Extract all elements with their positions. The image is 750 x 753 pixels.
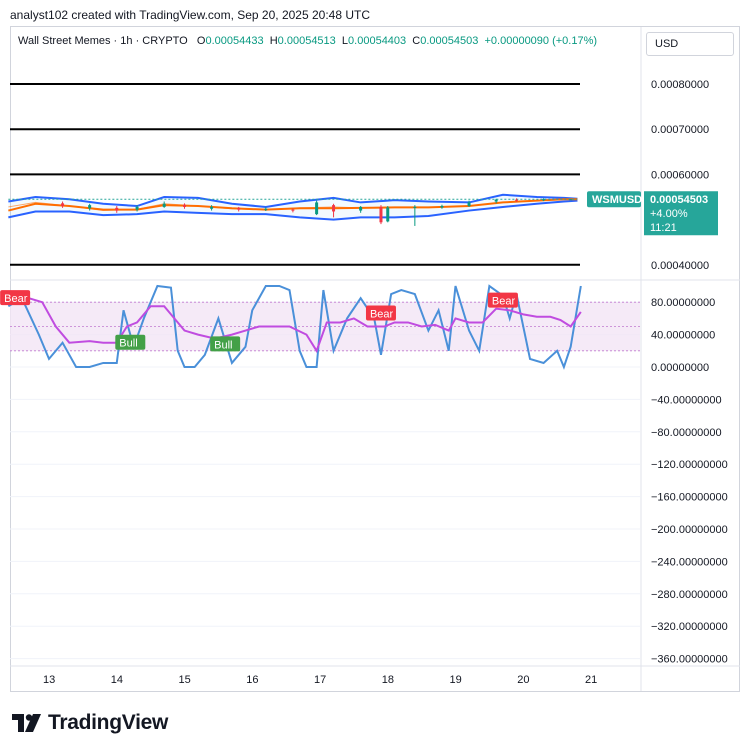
oscillator-axis-tick-label: −320.00000000: [651, 621, 728, 633]
open-value: 0.00054433: [205, 35, 264, 47]
candle-body[interactable]: [315, 202, 319, 215]
brand-logo: TradingView: [12, 711, 168, 735]
tradingview-logo-icon: [12, 714, 41, 732]
bull-signal-label: Bull: [214, 339, 232, 351]
open-label: O: [196, 35, 206, 47]
candle-body[interactable]: [61, 203, 65, 207]
candle-body[interactable]: [237, 207, 241, 210]
time-axis-tick-label: 20: [517, 674, 529, 686]
chart-credit: analyst102 created with TradingView.com,…: [10, 8, 370, 22]
price-axis-tick-label: 0.00070000: [651, 124, 709, 136]
candle-body[interactable]: [569, 199, 573, 201]
currency-selector[interactable]: USD: [646, 32, 734, 56]
close-label: C: [412, 35, 421, 47]
bull-signal-badge[interactable]: [115, 334, 146, 350]
time-axis-tick-label: 14: [111, 674, 123, 686]
candle-body[interactable]: [359, 206, 363, 211]
price-axis-tick-label: 0.00080000: [651, 79, 709, 91]
oscillator-axis-tick-label: −40.00000000: [651, 394, 722, 406]
symbol-label: Wall Street Memes · 1h · CRYPTO: [18, 35, 188, 47]
bear-signal-badge[interactable]: [365, 305, 396, 321]
oscillator-axis-tick-label: −360.00000000: [651, 654, 728, 666]
last-price-value: 0.00054503: [650, 194, 708, 206]
ema-line: [8, 198, 578, 212]
time-axis-tick-label: 15: [179, 674, 191, 686]
candle-body[interactable]: [210, 206, 214, 209]
bear-signal-badge[interactable]: [487, 292, 518, 308]
time-axis-tick-label: 18: [382, 674, 394, 686]
last-price-tag: [644, 191, 718, 236]
bull-signal-badge[interactable]: [210, 336, 241, 352]
oscillator-axis-tick-label: 40.00000000: [651, 330, 715, 342]
bollinger-lower-line: [8, 199, 578, 221]
ticker-tag: [587, 191, 641, 208]
time-axis-tick-label: 13: [43, 674, 55, 686]
low-value: 0.00054403: [348, 35, 407, 47]
bear-signal-label: Bear: [4, 293, 28, 305]
brand-name: TradingView: [48, 711, 169, 734]
chart-frame[interactable]: [10, 26, 740, 692]
oscillator-axis-tick-label: −80.00000000: [651, 427, 722, 439]
time-axis-tick-label: 16: [246, 674, 258, 686]
price-axis-tick-label: 0.00040000: [651, 260, 709, 272]
time-axis-tick-label: 17: [314, 674, 326, 686]
candle-body[interactable]: [88, 205, 92, 209]
candle-body[interactable]: [386, 207, 390, 222]
time-axis-tick-label: 21: [585, 674, 597, 686]
oscillator-axis-tick-label: 0.00000000: [651, 362, 709, 374]
candle-body[interactable]: [264, 208, 268, 210]
candle-body[interactable]: [467, 202, 471, 207]
high-value: 0.00054513: [277, 35, 336, 47]
bear-signal-label: Bear: [492, 296, 516, 308]
bollinger-band-fill: [8, 194, 578, 220]
candle-body[interactable]: [115, 207, 119, 211]
oscillator-axis-tick-label: −120.00000000: [651, 459, 728, 471]
candle-body[interactable]: [135, 206, 139, 210]
candle-body[interactable]: [183, 204, 186, 207]
oscillator-axis-tick-label: 80.00000000: [651, 297, 715, 309]
low-label: L: [341, 35, 349, 47]
change-value: +0.00000090 (+0.17%): [484, 35, 598, 47]
bollinger-upper-line: [8, 193, 578, 208]
bear-signal-label: Bear: [370, 309, 394, 321]
ticker-tag-label: WSMUSD: [592, 194, 642, 206]
candle-body[interactable]: [542, 199, 546, 201]
last-price-change: +4.00%: [650, 208, 688, 220]
high-label: H: [269, 35, 278, 47]
bull-signal-label: Bull: [119, 338, 137, 350]
candle-body[interactable]: [514, 199, 518, 201]
price-axis-tick-label: 0.00060000: [651, 169, 709, 181]
oscillator-axis-tick-label: −200.00000000: [651, 524, 728, 536]
time-axis-tick-label: 19: [450, 674, 462, 686]
oscillator-axis-tick-label: −240.00000000: [651, 556, 728, 568]
candle-body[interactable]: [440, 206, 444, 208]
oscillator-axis-tick-label: −160.00000000: [651, 492, 728, 504]
stoch-k-line: [7, 284, 582, 370]
bear-signal-badge[interactable]: [0, 290, 31, 306]
candle-body[interactable]: [291, 209, 295, 211]
oscillator-axis-tick-label: −280.00000000: [651, 589, 728, 601]
candle-body[interactable]: [494, 199, 498, 202]
close-value: 0.00054503: [420, 35, 479, 47]
candle-body[interactable]: [162, 203, 166, 207]
bar-countdown: 11:21: [650, 222, 677, 234]
candle-body[interactable]: [332, 205, 336, 212]
candle-body[interactable]: [413, 206, 417, 208]
ohlc-legend: Wall Street Memes · 1h · CRYPTO O0.00054…: [18, 35, 597, 47]
candle-body[interactable]: [379, 206, 383, 223]
